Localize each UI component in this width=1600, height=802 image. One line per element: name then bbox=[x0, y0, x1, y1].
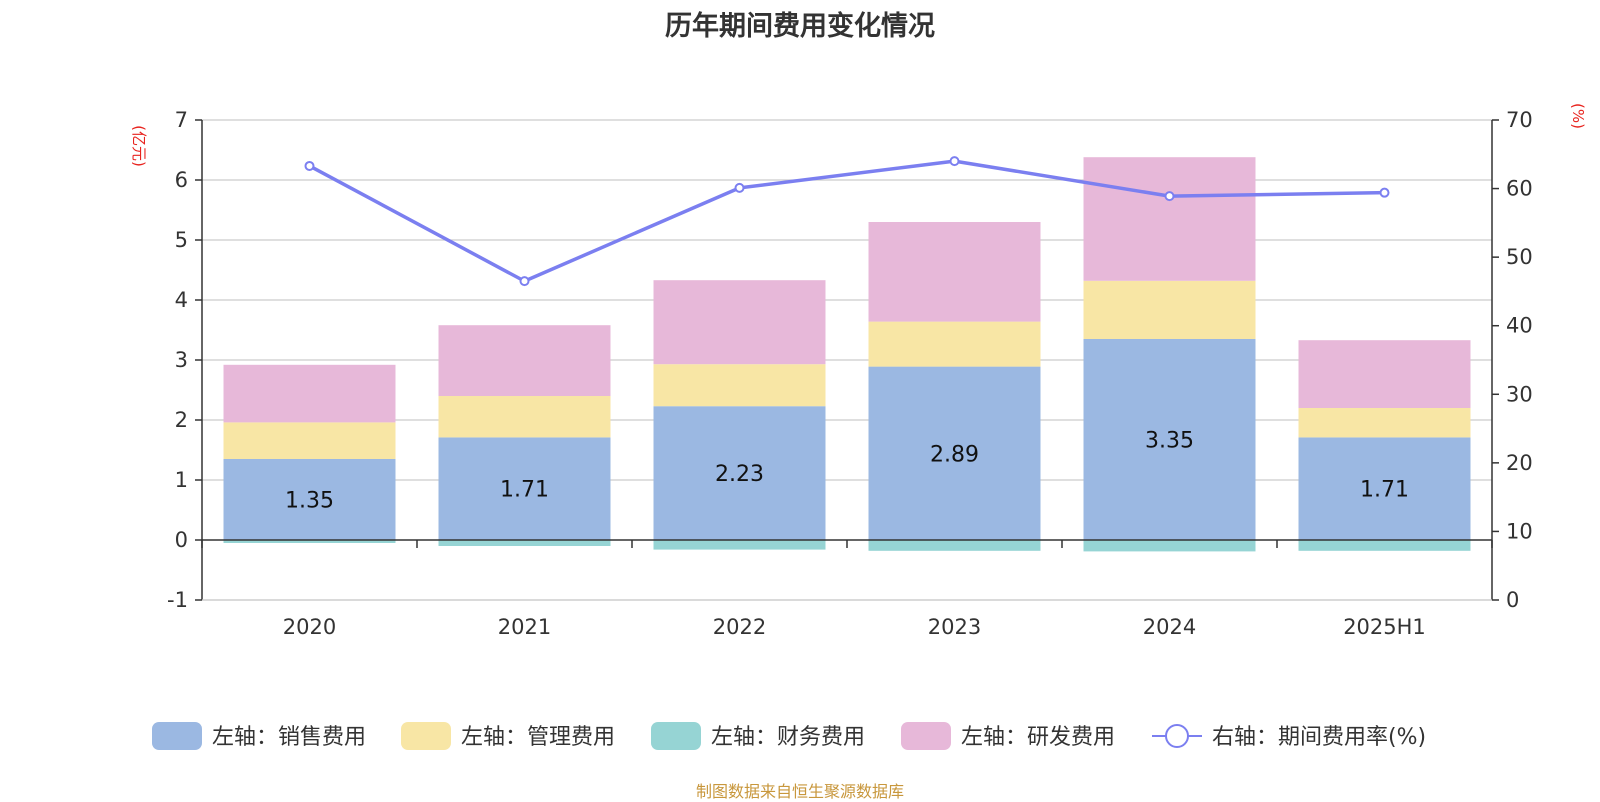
bar-sales-2021 bbox=[438, 437, 611, 540]
bar-admin-2024 bbox=[1083, 280, 1256, 339]
x-tick-label: 2025H1 bbox=[1343, 615, 1426, 639]
rate-line bbox=[304, 156, 1390, 287]
legend-circle-icon bbox=[1165, 724, 1189, 748]
sales-value-label: 2.89 bbox=[930, 442, 979, 467]
bars bbox=[223, 157, 1471, 552]
x-tick-label: 2022 bbox=[713, 615, 766, 639]
bar-rnd-2020 bbox=[223, 364, 396, 423]
x-tick-label: 2020 bbox=[283, 615, 336, 639]
legend-label: 左轴：财务费用 bbox=[711, 725, 865, 750]
legend-item-admin[interactable]: 左轴：管理费用 bbox=[401, 722, 615, 750]
bar-admin-2020 bbox=[223, 422, 396, 459]
sales-value-label: 2.23 bbox=[715, 462, 764, 487]
y-right-tick-label: 60 bbox=[1506, 177, 1533, 201]
y-left-tick-label: 7 bbox=[175, 108, 188, 132]
bar-sales-2022 bbox=[653, 406, 826, 540]
bar-finance-2022 bbox=[653, 540, 826, 550]
y-right-tick-label: 0 bbox=[1506, 588, 1519, 612]
bar-finance-2020 bbox=[223, 540, 396, 543]
bar-sales-2020 bbox=[223, 459, 396, 540]
chart-title: 历年期间费用变化情况 bbox=[665, 11, 935, 42]
bar-sales-2023 bbox=[868, 366, 1041, 540]
y-right-tick-label: 30 bbox=[1506, 382, 1533, 406]
rate-point bbox=[949, 156, 960, 167]
bar-admin-2021 bbox=[438, 396, 611, 438]
x-tick-label: 2021 bbox=[498, 615, 551, 639]
y-right-tick-label: 50 bbox=[1506, 245, 1533, 269]
right-axis-unit: (%) bbox=[1569, 103, 1587, 129]
source-note: 制图数据来自恒生聚源数据库 bbox=[695, 782, 904, 801]
y-right-tick-label: 10 bbox=[1506, 519, 1533, 543]
bar-finance-2021 bbox=[438, 540, 611, 546]
y-left-tick-label: 0 bbox=[175, 528, 188, 552]
rate-point bbox=[519, 276, 530, 287]
legend-swatch-icon bbox=[401, 722, 451, 750]
bar-sales-2024 bbox=[1083, 339, 1256, 540]
sales-value-label: 1.71 bbox=[500, 478, 549, 503]
y-left-tick-label: 1 bbox=[175, 468, 188, 492]
x-tick-label: 2024 bbox=[1143, 615, 1196, 639]
legend-label: 右轴：期间费用率(%) bbox=[1212, 725, 1426, 750]
legend-label: 左轴：研发费用 bbox=[961, 725, 1115, 750]
legend-swatch-icon bbox=[152, 722, 202, 750]
rate-line-path bbox=[308, 159, 1385, 283]
legend-item-sales[interactable]: 左轴：销售费用 bbox=[152, 722, 366, 750]
y-left-tick-label: 6 bbox=[175, 168, 188, 192]
bar-finance-2024 bbox=[1083, 540, 1256, 552]
legend-swatch-icon bbox=[651, 722, 701, 750]
bar-finance-2025H1 bbox=[1298, 540, 1471, 551]
rate-point bbox=[304, 160, 315, 171]
data-labels: 1.35 1.71 2.23 2.89 3.35 1.71 bbox=[285, 429, 1409, 514]
legend-item-rate[interactable]: 右轴：期间费用率(%) bbox=[1152, 724, 1426, 750]
bar-rnd-2025H1 bbox=[1298, 340, 1471, 408]
bar-admin-2022 bbox=[653, 364, 826, 407]
legend-swatch-icon bbox=[901, 722, 951, 750]
bar-sales-2025H1 bbox=[1298, 437, 1471, 540]
sales-value-label: 3.35 bbox=[1145, 429, 1194, 454]
bar-rnd-2023 bbox=[868, 222, 1041, 322]
legend-item-rnd[interactable]: 左轴：研发费用 bbox=[901, 722, 1115, 750]
y-left-tick-label: -1 bbox=[167, 588, 188, 612]
legend-label: 左轴：管理费用 bbox=[461, 725, 615, 750]
rate-point bbox=[1164, 191, 1175, 202]
legend-item-finance[interactable]: 左轴：财务费用 bbox=[651, 722, 865, 750]
legend: 左轴：销售费用 左轴：管理费用 左轴：财务费用 左轴：研发费用 右轴：期间费用率(%) bbox=[152, 722, 1426, 750]
y-left-tick-label: 2 bbox=[175, 408, 188, 432]
legend-label: 左轴：销售费用 bbox=[212, 725, 366, 750]
bar-admin-2023 bbox=[868, 321, 1041, 367]
y-left-tick-label: 4 bbox=[175, 288, 188, 312]
y-left-tick-label: 5 bbox=[175, 228, 188, 252]
bar-rnd-2022 bbox=[653, 280, 826, 365]
bar-finance-2023 bbox=[868, 540, 1041, 551]
rate-point bbox=[734, 182, 745, 193]
bar-rnd-2024 bbox=[1083, 157, 1256, 281]
left-axis-unit: (亿元) bbox=[130, 125, 148, 167]
y-right-tick-label: 20 bbox=[1506, 451, 1533, 475]
rate-point bbox=[1379, 187, 1390, 198]
x-tick-label: 2023 bbox=[928, 615, 981, 639]
sales-value-label: 1.35 bbox=[285, 489, 334, 514]
sales-value-label: 1.71 bbox=[1360, 478, 1409, 503]
bar-admin-2025H1 bbox=[1298, 408, 1471, 438]
bar-rnd-2021 bbox=[438, 325, 611, 396]
y-left-tick-label: 3 bbox=[175, 348, 188, 372]
y-right-tick-label: 40 bbox=[1506, 314, 1533, 338]
y-right-tick-label: 70 bbox=[1506, 108, 1533, 132]
